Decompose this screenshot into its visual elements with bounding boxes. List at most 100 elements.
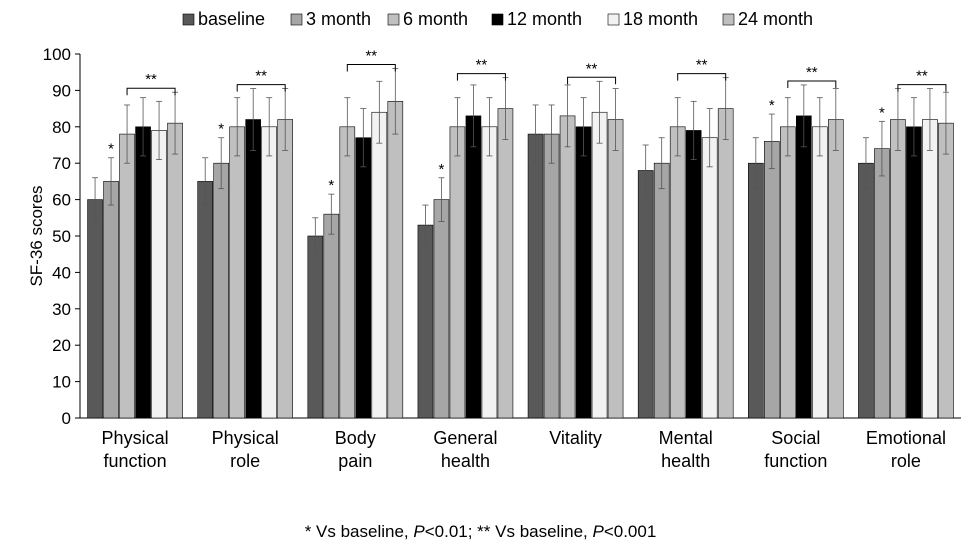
- category-label: Mental: [659, 428, 713, 448]
- category-label: General: [433, 428, 497, 448]
- bar-24-month-4: [607, 119, 624, 419]
- bar-baseline-1: [197, 181, 213, 419]
- significance-bracket: [677, 73, 727, 81]
- significance-bracket: [456, 73, 506, 81]
- y-tick-label: 0: [62, 409, 71, 428]
- bar-24-month-0: [167, 122, 183, 419]
- y-tick-label: 30: [52, 300, 71, 319]
- legend-swatch-baseline: [182, 13, 195, 26]
- bar-24-month-3: [497, 108, 514, 419]
- significance-double-star: **: [476, 57, 488, 74]
- bar-18-month-0: [151, 130, 167, 419]
- bar-18-month-7: [922, 119, 938, 419]
- legend-swatch-3-month: [290, 13, 303, 26]
- bar-24-month-5: [717, 108, 734, 419]
- bar-3-month-5: [653, 162, 670, 419]
- significance-star: *: [218, 121, 224, 138]
- category-label: function: [104, 451, 167, 471]
- significance-double-star: **: [255, 68, 267, 85]
- significance-double-star: **: [365, 48, 377, 65]
- bar-12-month-7: [906, 126, 922, 419]
- bar-18-month-2: [371, 111, 388, 419]
- bar-12-month-5: [685, 130, 702, 419]
- significance-bracket: [126, 87, 176, 96]
- bar-6-month-0: [119, 133, 135, 419]
- y-tick-label: 80: [52, 118, 71, 137]
- category-label: Social: [771, 428, 820, 448]
- significance-bracket: [897, 84, 947, 92]
- y-tick-label: 60: [52, 191, 71, 210]
- bar-3-month-3: [433, 199, 450, 419]
- y-tick-label: 40: [52, 263, 71, 282]
- y-axis-title: SF-36 scores: [27, 185, 46, 286]
- bar-18-month-3: [481, 126, 498, 419]
- y-tick-label: 10: [52, 373, 71, 392]
- bar-24-month-2: [387, 101, 404, 419]
- bar-baseline-7: [858, 162, 874, 419]
- legend-label: baseline: [198, 9, 265, 29]
- bar-6-month-5: [669, 126, 686, 419]
- legend-swatch-24-month: [722, 13, 735, 26]
- bar-3-month-7: [874, 148, 890, 419]
- bar-18-month-4: [591, 111, 608, 419]
- footnote-p1: P: [413, 522, 425, 541]
- bar-3-month-2: [323, 213, 340, 419]
- significance-star: *: [328, 177, 334, 194]
- bar-24-month-7: [938, 122, 954, 419]
- significance-star: *: [439, 161, 445, 178]
- legend-swatch-6-month: [387, 13, 400, 26]
- category-label: health: [661, 451, 710, 471]
- bar-baseline-0: [87, 199, 103, 419]
- bar-6-month-3: [449, 126, 466, 419]
- bar-3-month-1: [213, 162, 229, 419]
- bar-baseline-3: [417, 224, 434, 419]
- footnote-part2: <0.01; ** Vs baseline,: [424, 522, 593, 541]
- bar-24-month-6: [828, 119, 844, 419]
- y-tick-label: 100: [43, 45, 71, 64]
- significance-star: *: [879, 104, 885, 121]
- category-label: Physical: [102, 428, 169, 448]
- bar-6-month-1: [229, 126, 245, 419]
- bar-24-month-1: [277, 119, 293, 419]
- bar-12-month-2: [355, 137, 372, 419]
- bar-18-month-5: [701, 137, 718, 419]
- y-tick-label: 90: [52, 81, 71, 100]
- category-label: function: [764, 451, 827, 471]
- footnote-part1: * Vs baseline,: [304, 522, 414, 541]
- bar-baseline-2: [307, 235, 324, 419]
- footnote: * Vs baseline, P<0.01; ** Vs baseline, P…: [0, 522, 961, 542]
- significance-double-star: **: [696, 57, 708, 74]
- footnote-p2: P: [592, 522, 604, 541]
- legend-label: 18 month: [623, 9, 698, 29]
- category-label: Body: [335, 428, 376, 448]
- y-tick-label: 70: [52, 154, 71, 173]
- category-label: Physical: [212, 428, 279, 448]
- bar-3-month-6: [764, 141, 780, 419]
- significance-star: *: [108, 141, 114, 158]
- significance-bracket: [346, 64, 396, 72]
- category-label: Emotional: [866, 428, 946, 448]
- bar-6-month-2: [339, 126, 356, 419]
- bar-12-month-4: [575, 126, 592, 419]
- significance-double-star: **: [145, 71, 157, 88]
- significance-bracket: [787, 80, 837, 88]
- significance-bracket: [236, 84, 286, 92]
- bar-18-month-1: [261, 126, 277, 419]
- legend-label: 3 month: [306, 9, 371, 29]
- y-tick-label: 20: [52, 336, 71, 355]
- bar-12-month-0: [135, 126, 151, 419]
- bar-6-month-4: [559, 115, 576, 419]
- category-label: role: [891, 451, 921, 471]
- bar-baseline-5: [637, 170, 654, 419]
- legend-label: 12 month: [507, 9, 582, 29]
- bar-3-month-0: [103, 181, 119, 419]
- bar-12-month-1: [245, 119, 261, 419]
- legend-swatch-12-month: [491, 13, 504, 26]
- bar-baseline-6: [748, 162, 764, 419]
- y-tick-label: 50: [52, 227, 71, 246]
- bar-3-month-4: [543, 133, 560, 419]
- significance-bracket: [567, 76, 617, 85]
- bar-18-month-6: [812, 126, 828, 419]
